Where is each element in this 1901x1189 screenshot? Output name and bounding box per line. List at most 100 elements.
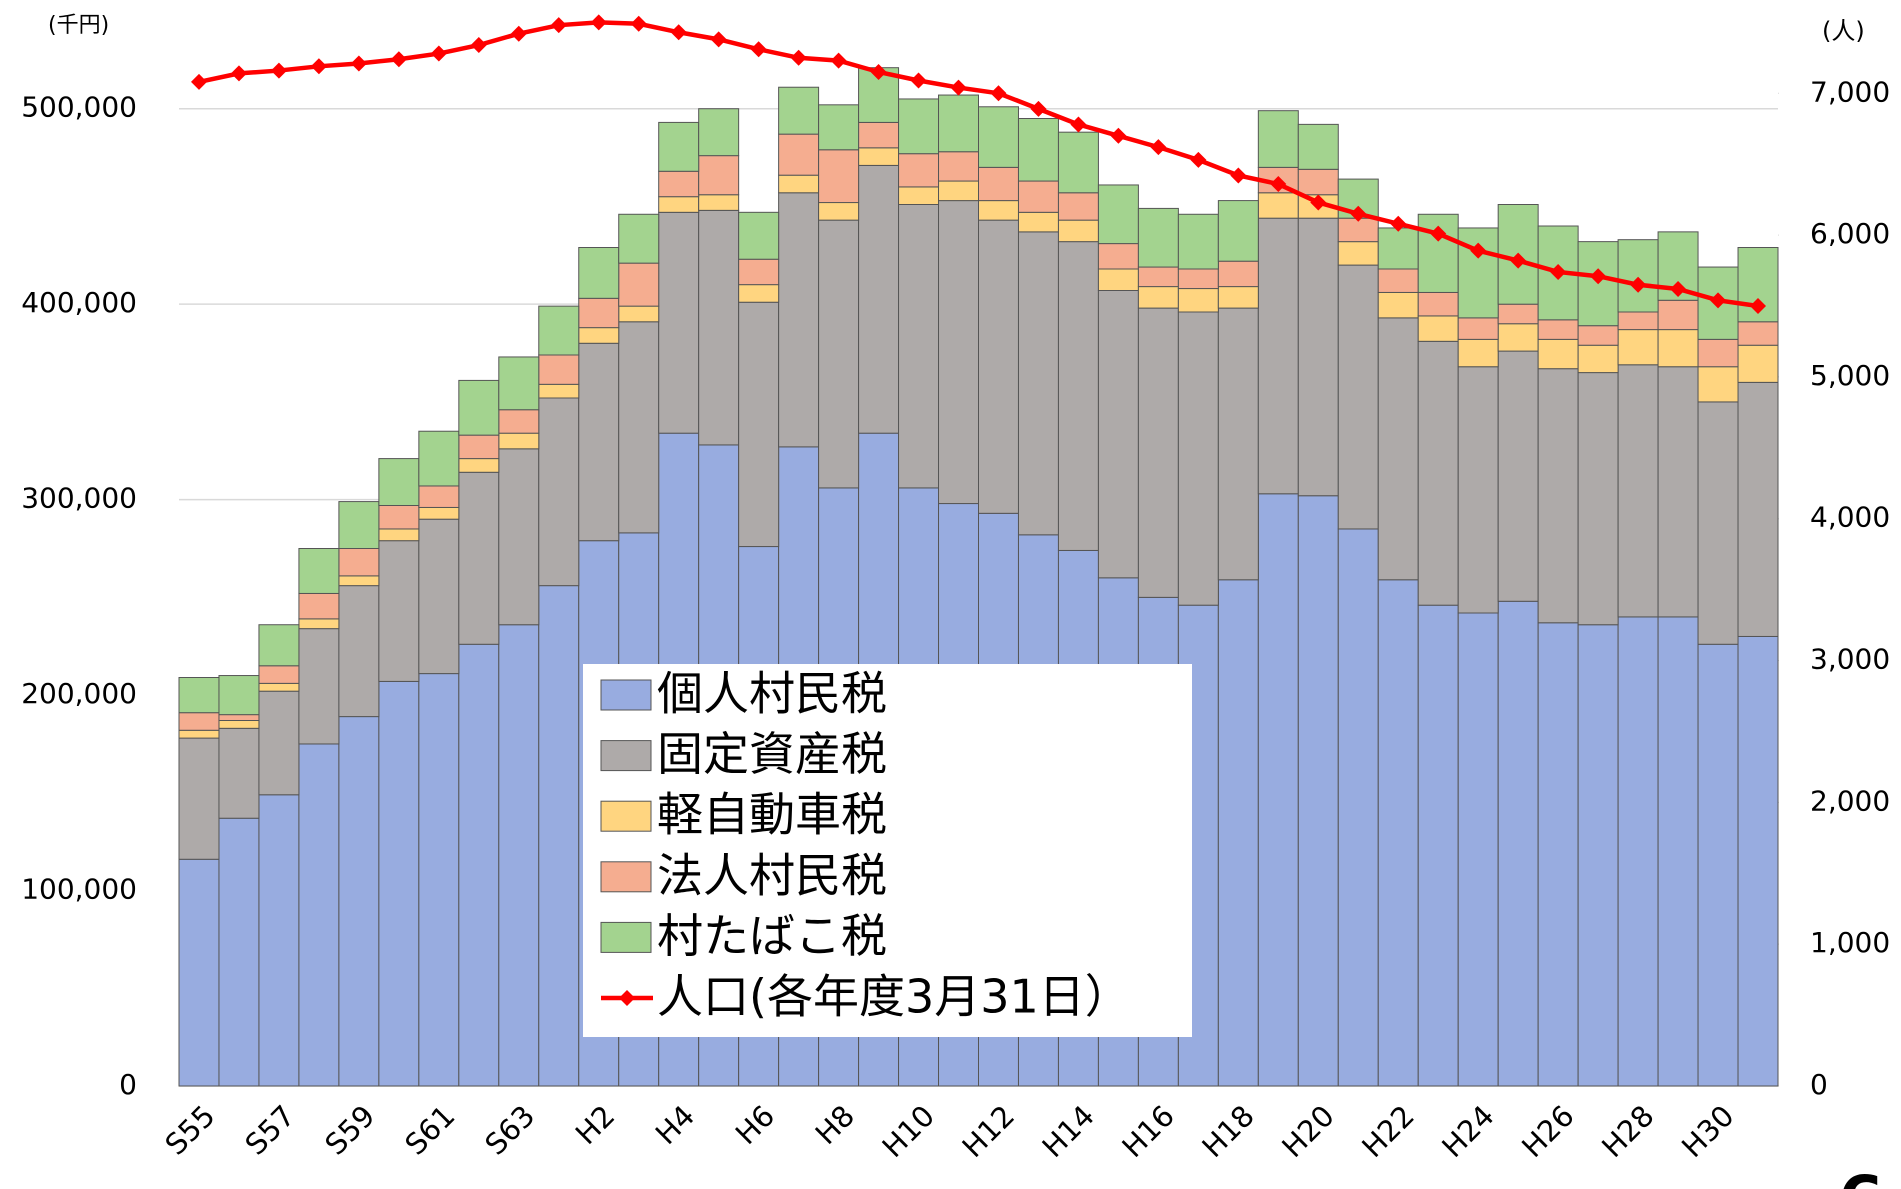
bar-segment (738, 301, 780, 548)
bar-segment (738, 284, 780, 303)
bar-segment (898, 204, 940, 489)
line-marker (950, 79, 967, 96)
bar-segment (1017, 180, 1059, 213)
bar-segment (1417, 291, 1459, 317)
bar-segment (1697, 643, 1739, 1087)
bar-segment (938, 180, 980, 202)
bar-segment (858, 147, 900, 166)
line-marker (390, 51, 407, 68)
legend-swatch (600, 800, 652, 832)
bar-segment (298, 743, 340, 1087)
y2-tick-label: 0 (1810, 1068, 1828, 1101)
bar-segment (498, 624, 540, 1087)
right-unit: (人) (1822, 17, 1865, 45)
line-marker (230, 65, 247, 82)
bar-segment (378, 680, 420, 1087)
line-marker (310, 58, 327, 75)
bar-segment (418, 673, 460, 1087)
bar-segment (778, 174, 820, 194)
bar-segment (1017, 231, 1059, 536)
bar-segment (1737, 381, 1779, 637)
bar-segment (578, 247, 620, 299)
bar-segment (858, 121, 900, 149)
legend-swatch (600, 740, 652, 772)
bar-segment (1737, 635, 1779, 1087)
line-marker (630, 15, 647, 32)
bar-segment (978, 219, 1019, 514)
bar-segment (298, 548, 340, 594)
y2-tick-label: 7,000 (1810, 75, 1890, 108)
bar-segment (1737, 321, 1779, 346)
bar-segment (458, 379, 500, 436)
y2-tick-label: 2,000 (1810, 784, 1890, 817)
line-marker (350, 55, 367, 72)
legend-swatch (600, 861, 652, 893)
bar-segment (298, 618, 340, 630)
bar-segment (258, 665, 300, 684)
bar-segment (1057, 192, 1099, 221)
bar-segment (338, 548, 380, 577)
bar-segment (578, 342, 620, 542)
page-number: 6 (1838, 1162, 1884, 1189)
bar-segment (498, 409, 540, 434)
bar-segment (218, 727, 260, 819)
line-marker (1750, 297, 1767, 314)
bar-segment (898, 186, 940, 205)
bar-segment (658, 121, 700, 172)
line-marker (990, 85, 1007, 102)
bar-segment (1697, 401, 1739, 645)
x-tick-label: H18 (1195, 1099, 1261, 1165)
y-tick-label: 0 (119, 1068, 137, 1101)
bar-segment (1457, 338, 1499, 368)
bar-segment (458, 434, 500, 460)
bar-segment (1577, 624, 1619, 1087)
bar-segment (458, 458, 500, 473)
bar-segment (938, 200, 980, 505)
bar-segment (378, 505, 420, 530)
bar-segment (1457, 612, 1499, 1087)
line (198, 20, 1759, 309)
y-tick-label: 200,000 (21, 677, 137, 710)
x-tick-label: S57 (238, 1099, 301, 1162)
bar-segment (698, 108, 740, 157)
bar-segment (298, 628, 340, 745)
bar-segment (1657, 299, 1699, 331)
bar-segment (658, 170, 700, 198)
bar-segment (1137, 307, 1179, 598)
bar-segment (218, 817, 260, 1087)
bar-segment (1017, 211, 1059, 233)
bar-segment (618, 213, 660, 264)
legend-label: 固定資産税 (657, 727, 887, 781)
bar-segment (1617, 329, 1659, 366)
legend-label: 法人村民税 (657, 848, 887, 902)
bar-segment (538, 383, 580, 399)
bar-segment (658, 196, 700, 213)
bar-segment (258, 682, 300, 692)
bar-segment (538, 354, 580, 385)
line-marker (1190, 151, 1207, 168)
line-marker (590, 14, 607, 31)
bar-segment (418, 518, 460, 675)
line-marker (1590, 268, 1607, 285)
bar-segment (1377, 579, 1419, 1087)
y2-tick-label: 6,000 (1810, 217, 1890, 250)
y2-tick-label: 5,000 (1810, 359, 1890, 392)
line-marker (870, 63, 887, 80)
bar-segment (1057, 241, 1099, 551)
legend-label: 人口(各年度3月31日） (657, 970, 1131, 1024)
bar-segment (698, 194, 740, 211)
bar-segment (778, 192, 820, 448)
bar-segment (1737, 344, 1779, 383)
bar-segment (498, 448, 540, 626)
bar-segment (1657, 366, 1699, 618)
bar-segment (578, 297, 620, 329)
bar-segment (1057, 219, 1099, 243)
bar-segment (938, 151, 980, 182)
bar-segment (378, 528, 420, 542)
x-tick-label: S61 (398, 1099, 461, 1162)
x-tick-label: H24 (1435, 1099, 1501, 1165)
legend-label: 軽自動車税 (657, 788, 887, 842)
bar-segment (1697, 338, 1739, 368)
x-tick-label: H4 (649, 1099, 702, 1152)
line-marker (1630, 276, 1647, 293)
